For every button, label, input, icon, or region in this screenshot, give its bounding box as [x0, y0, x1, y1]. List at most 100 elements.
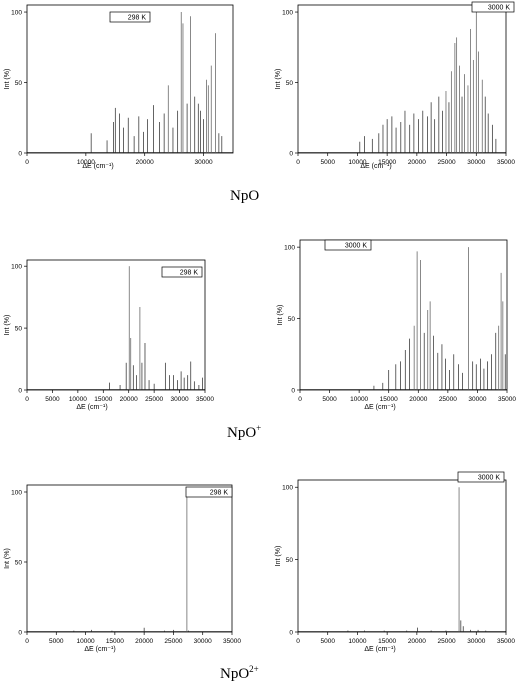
y-axis-label: Int (%) [275, 546, 282, 567]
x-tick-label: 10000 [69, 396, 87, 403]
x-tick-label: 10000 [77, 638, 95, 645]
x-tick-label: 25000 [439, 396, 457, 403]
x-tick-label: 5000 [320, 159, 335, 166]
y-axis-label: Int (%) [4, 548, 11, 569]
x-tick-label: 30000 [467, 159, 485, 166]
plot-frame [26, 259, 206, 391]
x-tick-label: 15000 [378, 638, 396, 645]
y-tick-label: 50 [15, 559, 23, 566]
y-tick-label: 0 [18, 387, 22, 394]
x-tick-label: 20000 [135, 638, 153, 645]
x-tick-label: 10000 [77, 159, 95, 166]
x-tick-label: 0 [25, 638, 29, 645]
y-tick-label: 50 [15, 80, 23, 87]
caption-npo-2plus: NpO2+ [220, 664, 259, 682]
x-tick-label: 25000 [145, 396, 163, 403]
legend-box [471, 1, 515, 13]
y-tick-label: 100 [284, 244, 295, 251]
plot-frame [297, 479, 507, 633]
legend-label: 298 K [180, 270, 199, 277]
x-tick-label: 20000 [409, 396, 427, 403]
legend-label: 3000 K [345, 243, 368, 250]
x-tick-label: 35000 [223, 638, 241, 645]
y-tick-label: 100 [11, 263, 22, 270]
x-tick-label: 30000 [468, 396, 486, 403]
x-tick-label: 35000 [498, 396, 516, 403]
chart-2: 0 5000 10000 15000 20000 25000 30000 35000 0 50 10… [275, 1, 515, 170]
legend-label: 3000 K [478, 475, 501, 482]
x-tick-label: 25000 [438, 159, 456, 166]
chart-1: 0 10000 20000 30000 0 50 100 Int (%) ΔE (cm⁻¹) 29… [4, 4, 234, 170]
x-tick-label: 5000 [322, 396, 337, 403]
x-tick-label: 25000 [164, 638, 182, 645]
legend-box [457, 471, 505, 483]
y-tick-label: 50 [286, 80, 294, 87]
x-tick-label: 30000 [195, 159, 213, 166]
x-tick-label: 0 [296, 159, 300, 166]
x-axis-label: ΔE (cm⁻¹) [364, 404, 395, 411]
y-tick-label: 100 [282, 485, 293, 492]
y-tick-label: 50 [288, 316, 296, 323]
y-tick-label: 100 [282, 9, 293, 16]
y-tick-label: 0 [18, 629, 22, 636]
legend-box [161, 266, 203, 278]
x-axis-label: ΔE (cm⁻¹) [364, 646, 395, 653]
plot-frame [26, 4, 234, 154]
x-tick-label: 20000 [408, 638, 426, 645]
x-tick-label: 0 [25, 396, 29, 403]
x-tick-label: 5000 [45, 396, 60, 403]
x-tick-label: 30000 [467, 638, 485, 645]
x-tick-label: 15000 [378, 159, 396, 166]
x-tick-label: 0 [296, 638, 300, 645]
x-tick-label: 30000 [171, 396, 189, 403]
x-tick-label: 35000 [497, 638, 515, 645]
x-tick-label: 15000 [94, 396, 112, 403]
x-tick-label: 35000 [497, 159, 515, 166]
x-tick-label: 30000 [194, 638, 212, 645]
chart-4: 0 5000 10000 15000 20000 25000 30000 35000 0 50 10… [277, 239, 516, 411]
y-tick-label: 0 [291, 387, 295, 394]
x-tick-label: 10000 [348, 638, 366, 645]
x-tick-label: 0 [25, 159, 29, 166]
x-tick-label: 20000 [136, 159, 154, 166]
x-axis-label: ΔE (cm⁻¹) [76, 404, 107, 411]
x-tick-label: 0 [298, 396, 302, 403]
y-tick-label: 0 [289, 150, 293, 157]
y-tick-label: 100 [11, 489, 22, 496]
x-axis-label: ΔE (cm⁻¹) [84, 646, 115, 653]
y-tick-label: 0 [18, 150, 22, 157]
y-tick-label: 100 [11, 9, 22, 16]
y-tick-label: 50 [15, 325, 23, 332]
x-tick-label: 20000 [120, 396, 138, 403]
plot-frame [26, 484, 233, 633]
legend-label: 298 K [210, 490, 229, 497]
legend-box [109, 11, 151, 23]
plot-frame [297, 4, 507, 154]
x-tick-label: 10000 [348, 159, 366, 166]
y-tick-label: 50 [286, 557, 294, 564]
chart-5: 0 5000 10000 15000 20000 25000 30000 35000 0 50 10… [4, 484, 241, 653]
legend-box [185, 486, 233, 498]
chart-6: 0 5000 10000 15000 20000 25000 30000 35000 0 50 10… [275, 471, 515, 653]
x-tick-label: 25000 [438, 638, 456, 645]
y-axis-label: Int (%) [275, 69, 282, 90]
x-tick-label: 5000 [320, 638, 335, 645]
chart-3: 0 5000 10000 15000 20000 25000 30000 35000 0 50 10… [4, 259, 214, 411]
y-axis-label: Int (%) [4, 69, 11, 90]
legend-label: 3000 K [488, 5, 511, 12]
x-tick-label: 15000 [106, 638, 124, 645]
x-axis-label: ΔE (cm⁻¹) [360, 163, 391, 170]
y-axis-label: Int (%) [277, 305, 284, 326]
caption-npo: NpO [230, 188, 260, 204]
x-tick-label: 15000 [380, 396, 398, 403]
y-tick-label: 0 [289, 629, 293, 636]
x-tick-label: 5000 [49, 638, 64, 645]
legend-box [324, 239, 372, 251]
legend-label: 298 K [128, 15, 147, 22]
x-tick-label: 35000 [196, 396, 214, 403]
x-axis-label: ΔE (cm⁻¹) [82, 163, 113, 170]
x-tick-label: 10000 [350, 396, 368, 403]
x-tick-label: 20000 [408, 159, 426, 166]
y-axis-label: Int (%) [4, 315, 11, 336]
caption-npo-plus: NpO+ [227, 423, 262, 441]
